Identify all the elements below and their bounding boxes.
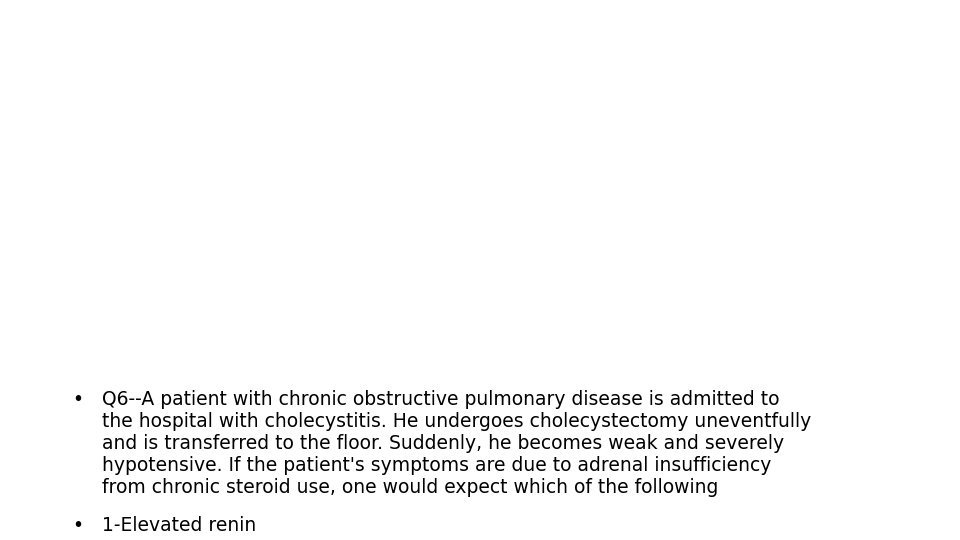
Text: Q6--A patient with chronic obstructive pulmonary disease is admitted to: Q6--A patient with chronic obstructive p… xyxy=(102,390,780,409)
Text: hypotensive. If the patient's symptoms are due to adrenal insufficiency: hypotensive. If the patient's symptoms a… xyxy=(102,456,772,475)
Text: •: • xyxy=(72,516,84,535)
Text: •: • xyxy=(72,390,84,409)
Text: 1-Elevated renin: 1-Elevated renin xyxy=(102,516,256,535)
Text: and is transferred to the floor. Suddenly, he becomes weak and severely: and is transferred to the floor. Suddenl… xyxy=(102,434,784,453)
Text: from chronic steroid use, one would expect which of the following: from chronic steroid use, one would expe… xyxy=(102,478,718,497)
Text: the hospital with cholecystitis. He undergoes cholecystectomy uneventfully: the hospital with cholecystitis. He unde… xyxy=(102,412,811,431)
